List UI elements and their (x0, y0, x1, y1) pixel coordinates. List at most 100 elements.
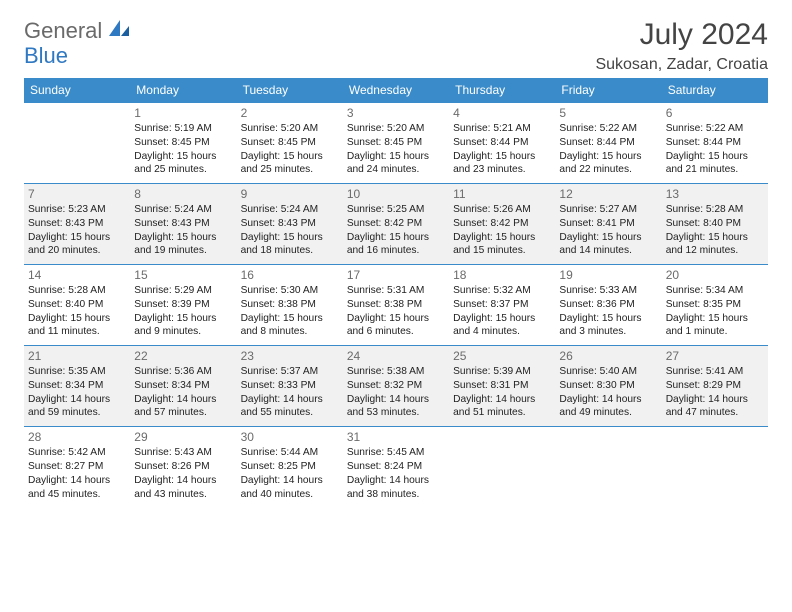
calendar-cell: 26Sunrise: 5:40 AMSunset: 8:30 PMDayligh… (555, 346, 661, 427)
calendar-cell: 11Sunrise: 5:26 AMSunset: 8:42 PMDayligh… (449, 184, 555, 265)
calendar-cell: 23 Sunrise: 5:37 AMSunset: 8:33 PMDayligh… (237, 346, 343, 427)
daylight-text: Daylight: 14 hours and 59 minutes. (28, 393, 126, 421)
brand-text: General Blue (24, 20, 131, 69)
sunrise-text: Sunrise: 5:28 AM (666, 203, 764, 217)
sunset-text: Sunset: 8:32 PM (347, 379, 445, 393)
calendar-cell: 29Sunrise: 5:43 AMSunset: 8:26 PMDayligh… (130, 427, 236, 508)
sunrise-text: Sunrise: 5:33 AM (559, 284, 657, 298)
day-number: 2 (241, 106, 339, 120)
sunset-text: Sunset: 8:44 PM (666, 136, 764, 150)
calendar-cell: 13Sunrise: 5:28 AMSunset: 8:40 PMDayligh… (662, 184, 768, 265)
calendar-cell (449, 427, 555, 508)
day-number: 24 (347, 349, 445, 363)
col-monday: Monday (130, 78, 236, 103)
sail-icon (109, 25, 131, 42)
calendar-cell: 3Sunrise: 5:20 AMSunset: 8:45 PMDaylight… (343, 103, 449, 184)
day-info: Sunrise: 5:34 AMSunset: 8:35 PMDaylight:… (666, 284, 764, 339)
day-number: 9 (241, 187, 339, 201)
daylight-text: Daylight: 15 hours and 3 minutes. (559, 312, 657, 340)
day-number: 21 (28, 349, 126, 363)
sunset-text: Sunset: 8:41 PM (559, 217, 657, 231)
sunset-text: Sunset: 8:29 PM (666, 379, 764, 393)
calendar-cell: 18 Sunrise: 5:32 AMSunset: 8:37 PMDayligh… (449, 265, 555, 346)
day-number: 30 (241, 430, 339, 444)
day-number: 7 (28, 187, 126, 201)
day-info: Sunrise: 5:36 AMSunset: 8:34 PMDaylight:… (134, 365, 232, 420)
calendar-cell: 17Sunrise: 5:31 AMSunset: 8:38 PMDayligh… (343, 265, 449, 346)
day-number: 20 (666, 268, 764, 282)
sunset-text: Sunset: 8:45 PM (134, 136, 232, 150)
day-number: 28 (28, 430, 126, 444)
day-number: 26 (559, 349, 657, 363)
brand-logo: General Blue (24, 20, 131, 69)
calendar-cell: 6Sunrise: 5:22 AMSunset: 8:44 PMDaylight… (662, 103, 768, 184)
col-tuesday: Tuesday (237, 78, 343, 103)
day-info: Sunrise: 5:21 AMSunset: 8:44 PMDaylight:… (453, 122, 551, 177)
day-info: Sunrise: 5:28 AMSunset: 8:40 PMDaylight:… (666, 203, 764, 258)
day-info: Sunrise: 5:24 AMSunset: 8:43 PMDaylight:… (134, 203, 232, 258)
sunrise-text: Sunrise: 5:20 AM (241, 122, 339, 136)
day-number: 31 (347, 430, 445, 444)
daylight-text: Daylight: 15 hours and 21 minutes. (666, 150, 764, 178)
brand-part2: Blue (24, 43, 68, 68)
day-number: 1 (134, 106, 232, 120)
day-info: Sunrise: 5:31 AMSunset: 8:38 PMDaylight:… (347, 284, 445, 339)
calendar-cell: 21Sunrise: 5:35 AMSunset: 8:34 PMDayligh… (24, 346, 130, 427)
daylight-text: Daylight: 14 hours and 49 minutes. (559, 393, 657, 421)
day-info: Sunrise: 5:29 AMSunset: 8:39 PMDaylight:… (134, 284, 232, 339)
sunrise-text: Sunrise: 5:39 AM (453, 365, 551, 379)
day-info: Sunrise: 5:39 AMSunset: 8:31 PMDaylight:… (453, 365, 551, 420)
sunrise-text: Sunrise: 5:24 AM (241, 203, 339, 217)
brand-part1: General (24, 18, 102, 43)
calendar-cell: 28 Sunrise: 5:42 AMSunset: 8:27 PMDayligh… (24, 427, 130, 508)
calendar-body: 1Sunrise: 5:19 AMSunset: 8:45 PMDaylight… (24, 103, 768, 508)
month-title: July 2024 (595, 20, 768, 50)
calendar-cell: 12Sunrise: 5:27 AMSunset: 8:41 PMDayligh… (555, 184, 661, 265)
daylight-text: Daylight: 15 hours and 6 minutes. (347, 312, 445, 340)
day-info: Sunrise: 5:42 AMSunset: 8:27 PMDaylight:… (28, 446, 126, 501)
day-number: 29 (134, 430, 232, 444)
calendar-cell (555, 427, 661, 508)
sunset-text: Sunset: 8:44 PM (559, 136, 657, 150)
sunset-text: Sunset: 8:43 PM (134, 217, 232, 231)
daylight-text: Daylight: 15 hours and 16 minutes. (347, 231, 445, 259)
day-number: 4 (453, 106, 551, 120)
day-info: Sunrise: 5:32 AMSunset: 8:37 PMDaylight:… (453, 284, 551, 339)
day-number: 15 (134, 268, 232, 282)
day-number: 23 (241, 349, 339, 363)
day-info: Sunrise: 5:33 AMSunset: 8:36 PMDaylight:… (559, 284, 657, 339)
sunset-text: Sunset: 8:26 PM (134, 460, 232, 474)
day-info: Sunrise: 5:23 AMSunset: 8:43 PMDaylight:… (28, 203, 126, 258)
calendar-cell (662, 427, 768, 508)
day-info: Sunrise: 5:37 AMSunset: 8:33 PMDaylight:… (241, 365, 339, 420)
sunset-text: Sunset: 8:43 PM (28, 217, 126, 231)
sunrise-text: Sunrise: 5:22 AM (666, 122, 764, 136)
daylight-text: Daylight: 15 hours and 20 minutes. (28, 231, 126, 259)
calendar-cell (24, 103, 130, 184)
sunset-text: Sunset: 8:45 PM (347, 136, 445, 150)
sunrise-text: Sunrise: 5:45 AM (347, 446, 445, 460)
table-row: 28 Sunrise: 5:42 AMSunset: 8:27 PMDayligh… (24, 427, 768, 508)
sunrise-text: Sunrise: 5:43 AM (134, 446, 232, 460)
calendar-cell: 7 Sunrise: 5:23 AMSunset: 8:43 PMDaylight… (24, 184, 130, 265)
day-info: Sunrise: 5:26 AMSunset: 8:42 PMDaylight:… (453, 203, 551, 258)
sunset-text: Sunset: 8:39 PM (134, 298, 232, 312)
day-info: Sunrise: 5:30 AMSunset: 8:38 PMDaylight:… (241, 284, 339, 339)
sunrise-text: Sunrise: 5:41 AM (666, 365, 764, 379)
day-info: Sunrise: 5:25 AMSunset: 8:42 PMDaylight:… (347, 203, 445, 258)
day-number: 18 (453, 268, 551, 282)
sunset-text: Sunset: 8:44 PM (453, 136, 551, 150)
sunrise-text: Sunrise: 5:29 AM (134, 284, 232, 298)
sunset-text: Sunset: 8:27 PM (28, 460, 126, 474)
day-info: Sunrise: 5:38 AMSunset: 8:32 PMDaylight:… (347, 365, 445, 420)
day-info: Sunrise: 5:27 AMSunset: 8:41 PMDaylight:… (559, 203, 657, 258)
sunset-text: Sunset: 8:36 PM (559, 298, 657, 312)
table-row: 1Sunrise: 5:19 AMSunset: 8:45 PMDaylight… (24, 103, 768, 184)
sunset-text: Sunset: 8:40 PM (666, 217, 764, 231)
title-block: July 2024 Sukosan, Zadar, Croatia (595, 20, 768, 74)
calendar-cell: 5Sunrise: 5:22 AMSunset: 8:44 PMDaylight… (555, 103, 661, 184)
daylight-text: Daylight: 15 hours and 9 minutes. (134, 312, 232, 340)
sunrise-text: Sunrise: 5:25 AM (347, 203, 445, 217)
sunset-text: Sunset: 8:45 PM (241, 136, 339, 150)
sunset-text: Sunset: 8:24 PM (347, 460, 445, 474)
